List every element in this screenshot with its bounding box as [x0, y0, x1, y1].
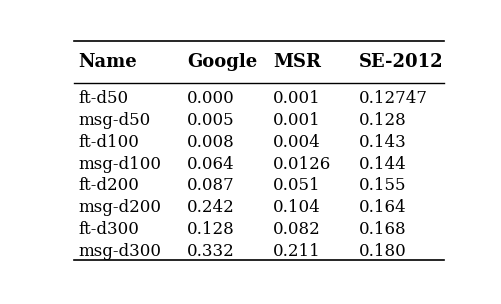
Text: 0.164: 0.164 [358, 199, 405, 216]
Text: msg-d50: msg-d50 [78, 112, 150, 129]
Text: 0.000: 0.000 [187, 90, 234, 107]
Text: 0.005: 0.005 [187, 112, 234, 129]
Text: 0.128: 0.128 [358, 112, 405, 129]
Text: 0.004: 0.004 [273, 134, 320, 151]
Text: MSR: MSR [273, 53, 320, 71]
Text: msg-d100: msg-d100 [78, 156, 161, 173]
Text: 0.144: 0.144 [358, 156, 405, 173]
Text: SE-2012: SE-2012 [358, 53, 442, 71]
Text: 0.001: 0.001 [273, 90, 320, 107]
Text: 0.128: 0.128 [187, 221, 234, 238]
Text: msg-d300: msg-d300 [78, 243, 161, 260]
Text: 0.332: 0.332 [187, 243, 234, 260]
Text: Name: Name [78, 53, 137, 71]
Text: 0.082: 0.082 [273, 221, 320, 238]
Text: 0.155: 0.155 [358, 178, 405, 194]
Text: 0.242: 0.242 [187, 199, 234, 216]
Text: 0.087: 0.087 [187, 178, 234, 194]
Text: 0.008: 0.008 [187, 134, 234, 151]
Text: 0.001: 0.001 [273, 112, 320, 129]
Text: ft-d100: ft-d100 [78, 134, 139, 151]
Text: 0.180: 0.180 [358, 243, 405, 260]
Text: ft-d50: ft-d50 [78, 90, 128, 107]
Text: 0.0126: 0.0126 [273, 156, 331, 173]
Text: 0.12747: 0.12747 [358, 90, 426, 107]
Text: 0.168: 0.168 [358, 221, 405, 238]
Text: 0.104: 0.104 [273, 199, 320, 216]
Text: ft-d200: ft-d200 [78, 178, 139, 194]
Text: 0.051: 0.051 [273, 178, 320, 194]
Text: 0.211: 0.211 [273, 243, 320, 260]
Text: Google: Google [187, 53, 257, 71]
Text: 0.064: 0.064 [187, 156, 234, 173]
Text: 0.143: 0.143 [358, 134, 405, 151]
Text: ft-d300: ft-d300 [78, 221, 139, 238]
Text: msg-d200: msg-d200 [78, 199, 161, 216]
